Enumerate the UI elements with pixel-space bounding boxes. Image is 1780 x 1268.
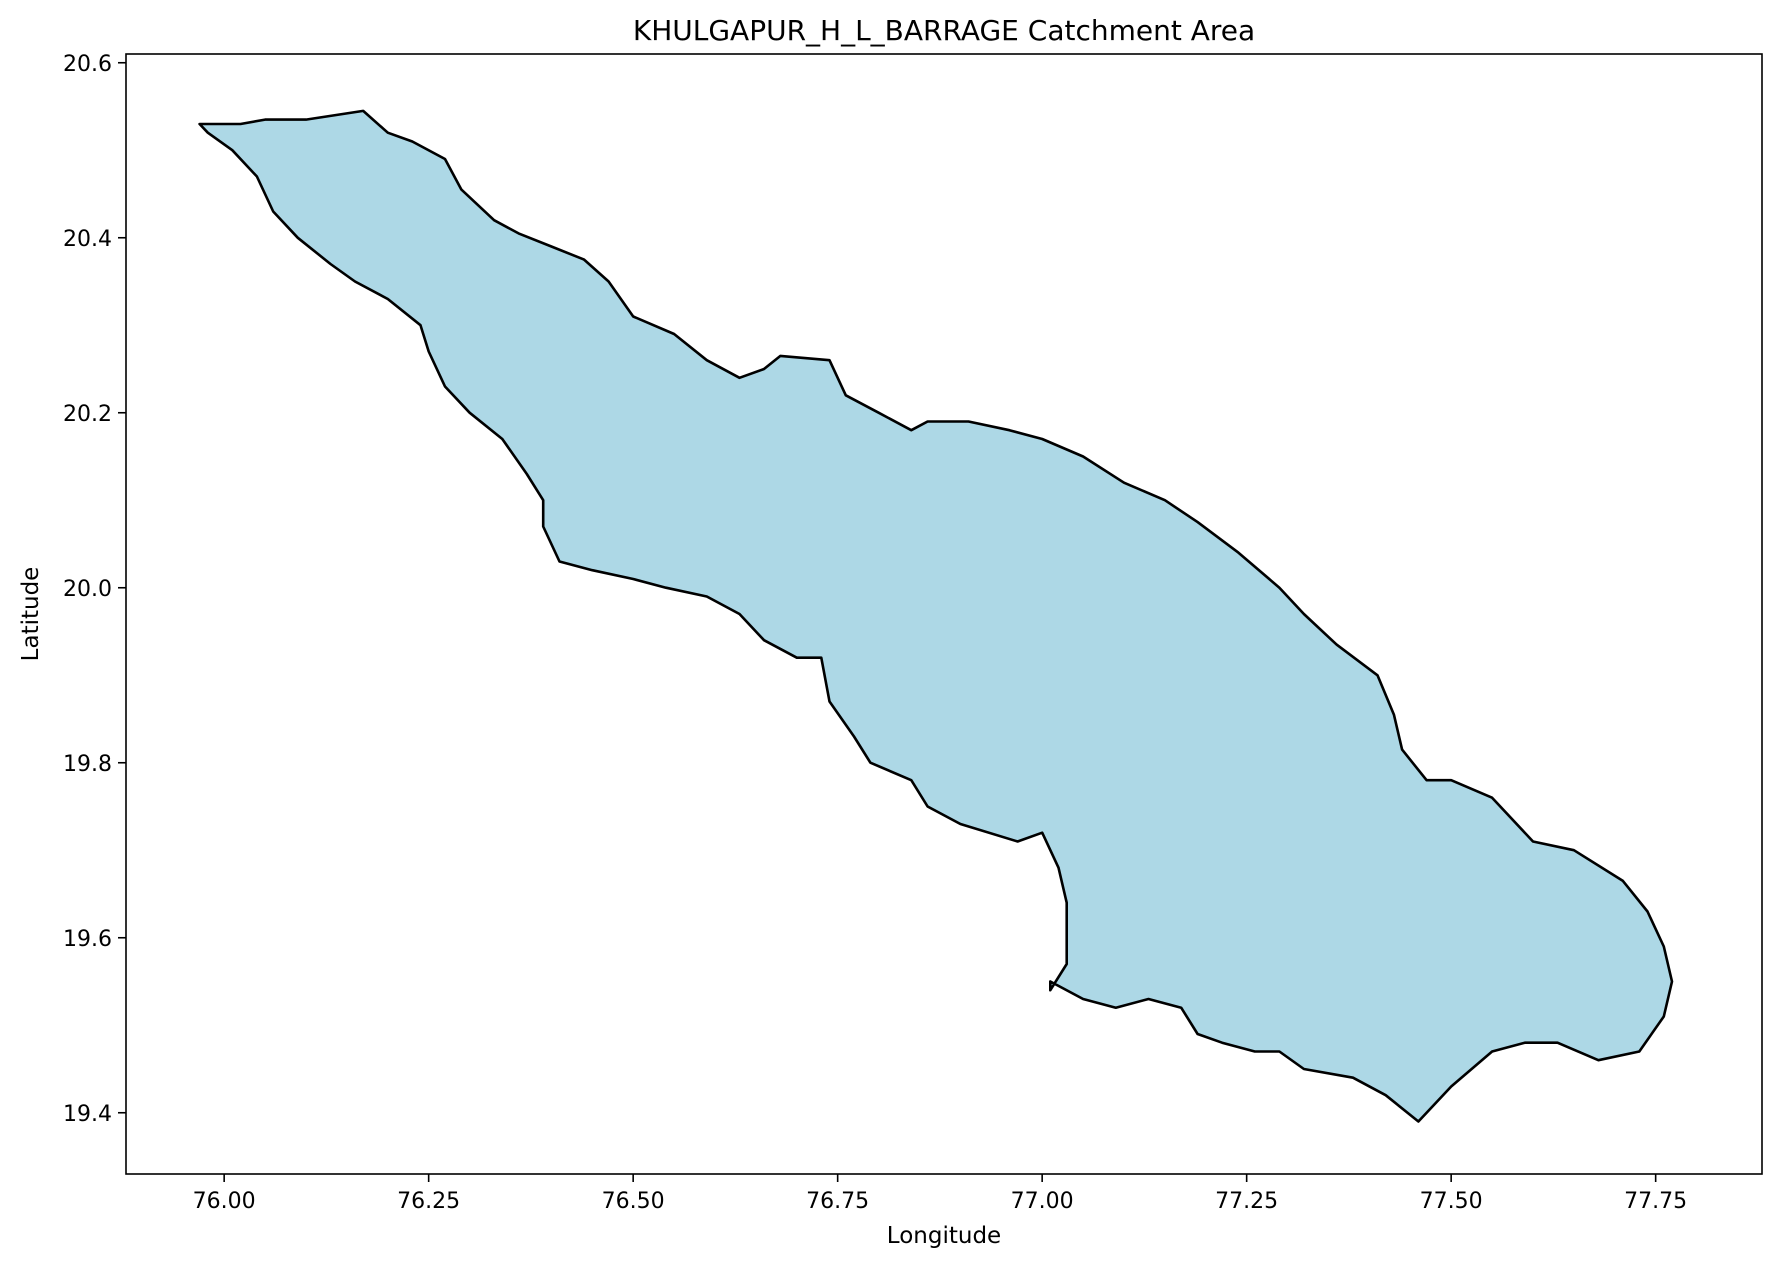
y-tick-label: 19.6 [63,927,112,952]
x-tick-label: 77.75 [1624,1189,1687,1214]
x-tick-label: 76.00 [193,1189,256,1214]
y-tick-label: 20.6 [63,52,112,77]
y-tick-label: 20.0 [63,577,112,602]
x-tick-label: 76.50 [602,1189,665,1214]
axes-frame [125,53,1763,1175]
x-axis-label: Longitude [887,1223,1001,1249]
catchment-polygon [198,109,1674,1123]
y-tick-label: 20.2 [63,402,112,427]
x-tick-label: 76.25 [397,1189,460,1214]
y-axis-ticks: 19.4 19.6 19.8 20.0 20.2 20.4 20.6 [63,52,126,1127]
x-tick-label: 76.75 [806,1189,869,1214]
y-axis-label: Latitude [18,567,44,662]
x-axis-ticks: 76.00 76.25 76.50 76.75 77.00 77.25 77.50 77.75 [193,1174,1687,1214]
y-tick-label: 19.4 [63,1102,112,1127]
y-tick-label: 20.4 [63,227,112,252]
x-tick-label: 77.50 [1420,1189,1483,1214]
x-tick-label: 77.00 [1011,1189,1074,1214]
map-title: KHULGAPUR_H_L_BARRAGE Catchment Area [633,14,1255,47]
y-tick-label: 19.8 [63,752,112,777]
plot-area [125,53,1763,1175]
x-tick-label: 77.25 [1215,1189,1278,1214]
